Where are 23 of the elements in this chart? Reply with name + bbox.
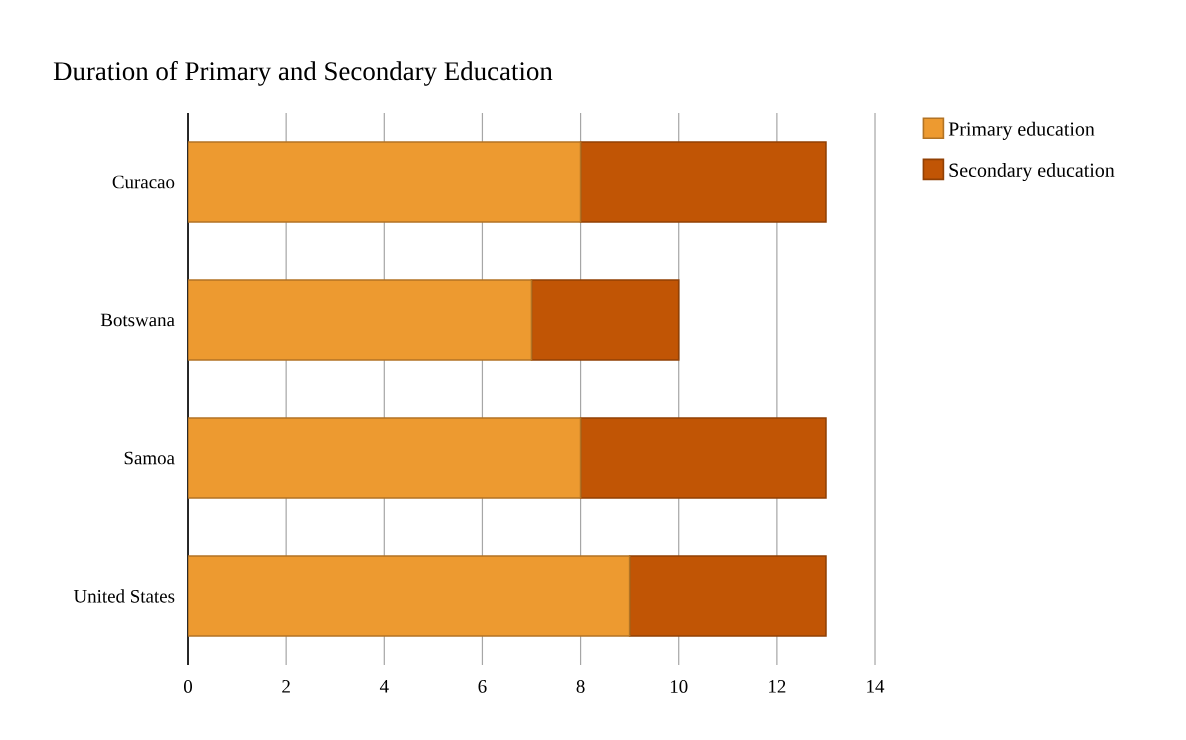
bar <box>188 555 631 637</box>
x-tick-label: 4 <box>379 680 389 693</box>
x-tick-label: 2 <box>282 680 290 693</box>
bar <box>188 141 582 223</box>
bar <box>628 555 827 637</box>
bar <box>530 279 680 361</box>
bar <box>579 141 827 223</box>
legend-label: Secondary education <box>949 162 1115 182</box>
x-tick-label: 0 <box>184 680 193 693</box>
x-tick-label: 10 <box>670 680 688 693</box>
y-tick-label: United States <box>73 589 175 603</box>
y-tick-label: Samoa <box>124 451 175 465</box>
bar <box>188 279 533 361</box>
x-tick-label: 12 <box>769 680 786 693</box>
y-tick-label: Curacao <box>112 175 175 189</box>
y-tick-label: Botswana <box>100 313 175 327</box>
legend-label: Primary education <box>948 121 1095 140</box>
bar <box>579 417 827 499</box>
x-tick-label: 14 <box>867 680 885 693</box>
x-tick-label: 8 <box>576 680 585 693</box>
x-tick-label: 6 <box>478 680 487 693</box>
bar <box>188 417 582 499</box>
chart-title: Duration of Primary and Secondary Education <box>53 61 553 86</box>
